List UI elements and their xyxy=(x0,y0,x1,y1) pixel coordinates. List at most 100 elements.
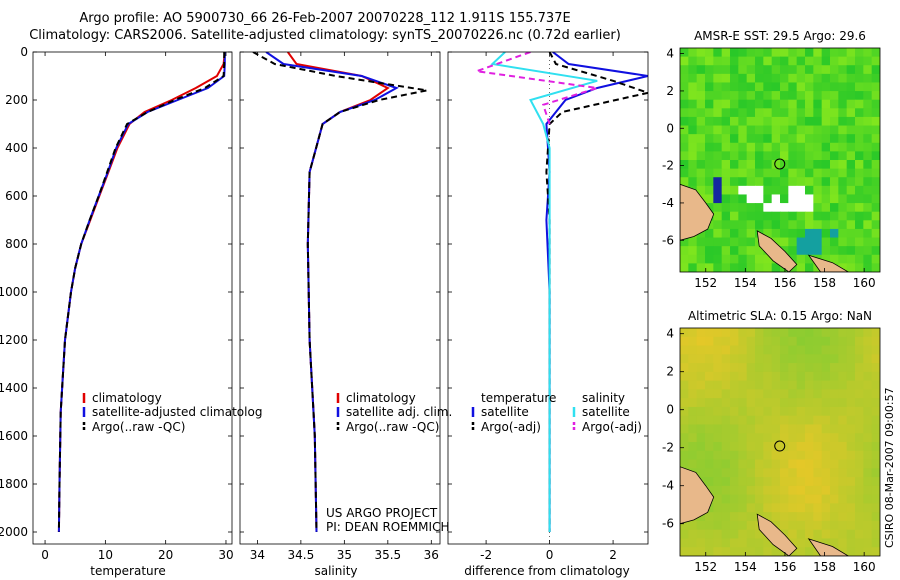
map-cell xyxy=(838,520,848,531)
map-cell xyxy=(771,203,781,213)
map-cell xyxy=(755,151,764,161)
figure-title-line-1: Argo profile: AO 5900730_66 26-Feb-2007 … xyxy=(79,11,571,26)
map-cell xyxy=(688,354,698,364)
map-cell xyxy=(855,220,864,230)
map-cell xyxy=(713,503,723,513)
map-cell xyxy=(705,168,714,178)
map-cell xyxy=(713,450,723,461)
map-cell xyxy=(730,194,739,204)
map-cell xyxy=(780,151,789,161)
map-cell xyxy=(813,389,823,399)
map-cell xyxy=(746,345,756,355)
y-tick-label: 1800 xyxy=(0,477,28,491)
map-cell xyxy=(855,134,864,144)
map-cell xyxy=(796,211,806,221)
map-cell xyxy=(771,442,781,452)
map-cell xyxy=(871,125,880,135)
map-cell xyxy=(813,354,823,364)
map-cell xyxy=(813,450,823,461)
map-cell xyxy=(755,450,764,461)
map-cell xyxy=(821,160,831,170)
map-cell xyxy=(788,503,798,513)
map-cell xyxy=(755,433,764,443)
map-cell xyxy=(805,91,814,101)
map-cell xyxy=(846,142,856,152)
map-cell xyxy=(755,56,764,66)
legend-temp-argo-label: Argo(..raw -QC) xyxy=(92,420,185,434)
map-cell xyxy=(788,389,798,399)
difference-series-satellite xyxy=(490,52,598,532)
map-cell xyxy=(838,82,848,92)
map-cell xyxy=(746,203,756,213)
map-cell xyxy=(705,56,714,66)
map-cell xyxy=(713,125,723,135)
map-cell xyxy=(763,65,773,75)
map-cell xyxy=(721,512,731,522)
map-cell xyxy=(713,415,723,426)
map-cell xyxy=(821,477,831,487)
map-cell xyxy=(788,142,798,152)
map-cell xyxy=(805,194,814,204)
map-cell xyxy=(846,494,856,504)
map-cell xyxy=(763,48,773,58)
map-cell xyxy=(871,529,880,540)
map-cell xyxy=(738,134,748,144)
map-y-tick-label: -6 xyxy=(662,233,674,247)
map-cell xyxy=(871,220,880,230)
map-cell xyxy=(680,177,689,187)
map-cell xyxy=(796,380,806,390)
map-cell xyxy=(788,151,798,161)
map-cell xyxy=(780,237,789,247)
map-cell xyxy=(738,108,748,118)
map-cell xyxy=(863,73,873,84)
map-cell xyxy=(805,108,814,118)
map-cell xyxy=(838,459,848,469)
map-cell xyxy=(780,389,789,399)
map-cell xyxy=(813,220,823,230)
map-cell xyxy=(763,254,773,264)
map-cell xyxy=(688,336,698,347)
map-cell xyxy=(855,406,864,417)
map-cell xyxy=(738,177,748,187)
map-cell xyxy=(705,442,714,452)
map-cell xyxy=(738,520,748,531)
salinity-series-climatology xyxy=(286,52,390,533)
map-cell xyxy=(771,194,781,204)
map-cell xyxy=(821,177,831,187)
map-cell xyxy=(763,142,773,152)
map-cell xyxy=(755,389,764,399)
map-cell xyxy=(813,125,823,135)
map-cell xyxy=(863,459,873,469)
map-cell xyxy=(788,73,798,84)
map-cell xyxy=(796,468,806,478)
map-cell xyxy=(863,151,873,161)
legend-sal-argo-label: Argo(..raw -QC) xyxy=(346,420,439,434)
map-cell xyxy=(871,99,880,109)
map-cell xyxy=(813,228,823,239)
map-cell xyxy=(721,194,731,204)
map-cell xyxy=(771,185,781,196)
map-cell xyxy=(696,450,706,461)
map-cell xyxy=(871,380,880,390)
map-cell xyxy=(846,185,856,196)
map-cell xyxy=(746,151,756,161)
map-cell xyxy=(746,237,756,247)
map-x-tick-label: 152 xyxy=(694,276,717,290)
map-cell xyxy=(771,485,781,496)
map-cell xyxy=(813,529,823,540)
map-cell xyxy=(705,547,714,556)
temperature-axis-label: temperature xyxy=(90,564,165,578)
map-cell xyxy=(863,547,873,556)
map-cell xyxy=(680,65,689,75)
map-cell xyxy=(763,363,773,373)
map-cell xyxy=(746,442,756,452)
map-cell xyxy=(771,168,781,178)
map-cell xyxy=(796,538,806,548)
map-cell xyxy=(863,82,873,92)
map-cell xyxy=(821,91,831,101)
map-cell xyxy=(780,363,789,373)
map-cell xyxy=(788,371,798,382)
map-cell xyxy=(721,389,731,399)
map-cell xyxy=(780,336,789,347)
map-x-tick-label: 156 xyxy=(773,276,796,290)
